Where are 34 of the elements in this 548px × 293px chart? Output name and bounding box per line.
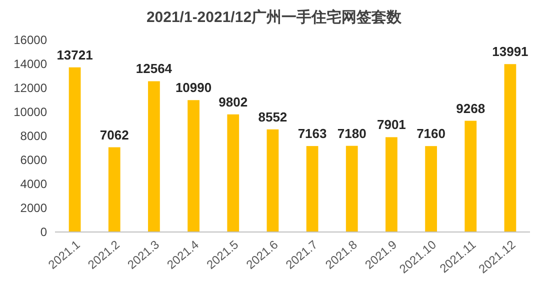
y-tick-label: 0 [40, 225, 48, 239]
bar [346, 146, 358, 232]
data-label: 7180 [337, 126, 366, 141]
bar [68, 67, 81, 232]
data-label: 9802 [218, 94, 248, 110]
bar [188, 100, 200, 232]
y-tick-label: 12000 [14, 81, 48, 95]
y-tick-label: 14000 [14, 57, 48, 71]
data-label: 12564 [136, 61, 173, 76]
data-label: 7160 [416, 126, 446, 142]
data-label: 7901 [376, 117, 406, 132]
bar [504, 64, 516, 232]
chart-title: 2021/1-2021/12广州一手住宅网签套数 [146, 8, 403, 26]
bar [306, 146, 318, 232]
bar [464, 120, 477, 232]
bar [148, 81, 160, 232]
bar [266, 129, 279, 232]
y-tick-label: 2000 [20, 201, 48, 215]
bar [425, 146, 437, 232]
data-label: 7163 [298, 126, 327, 142]
data-label: 10990 [175, 80, 212, 96]
data-label: 7062 [100, 127, 129, 142]
y-tick-label: 6000 [20, 153, 48, 167]
bar [227, 114, 240, 232]
y-tick-label: 16000 [14, 33, 48, 47]
bar [108, 147, 120, 232]
data-label: 13991 [492, 44, 528, 60]
bar [386, 137, 398, 232]
y-tick-label: 8000 [20, 129, 48, 143]
y-tick-label: 4000 [20, 177, 48, 191]
data-label: 9268 [456, 100, 486, 116]
data-label: 8552 [258, 109, 288, 124]
data-label: 13721 [56, 47, 93, 62]
y-tick-label: 10000 [14, 105, 48, 119]
